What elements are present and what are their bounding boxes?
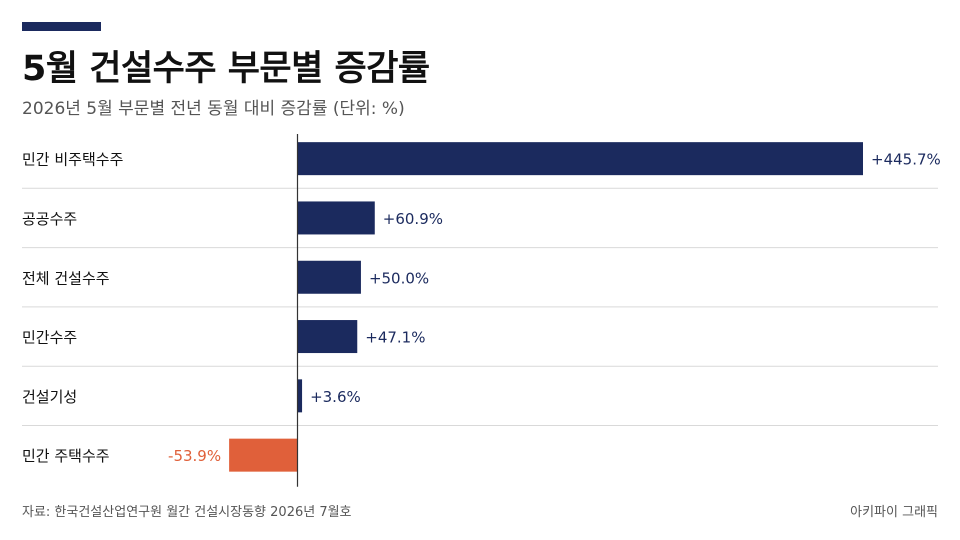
bar — [297, 379, 303, 413]
category-label: 민간 주택수주 — [22, 447, 110, 465]
category-label: 공공수주 — [22, 210, 77, 228]
bar — [297, 142, 863, 176]
chart-title: 5월 건설수주 부문별 증감률 — [22, 49, 430, 89]
bar — [297, 201, 375, 235]
chart-subtitle: 2026년 5월 부문별 전년 동월 대비 증감률 (단위: %) — [22, 99, 405, 119]
credit-note: 아키파이 그래픽 — [850, 505, 938, 520]
bar — [229, 438, 298, 472]
value-label: +60.9% — [383, 210, 443, 228]
value-label: +50.0% — [369, 269, 429, 287]
value-label: +47.1% — [365, 329, 425, 347]
value-label: +445.7% — [871, 151, 941, 169]
category-label: 건설기성 — [22, 388, 77, 406]
value-label: -53.9% — [168, 447, 221, 465]
category-label: 민간수주 — [22, 329, 77, 347]
title-accent-bar — [22, 22, 101, 31]
bar — [297, 260, 361, 294]
bar — [297, 320, 358, 354]
category-label: 민간 비주택수주 — [22, 151, 123, 169]
source-note: 자료: 한국건설산업연구원 월간 건설시장동향 2026년 7월호 — [22, 505, 352, 520]
category-label: 전체 건설수주 — [22, 269, 110, 287]
value-label: +3.6% — [310, 388, 361, 406]
